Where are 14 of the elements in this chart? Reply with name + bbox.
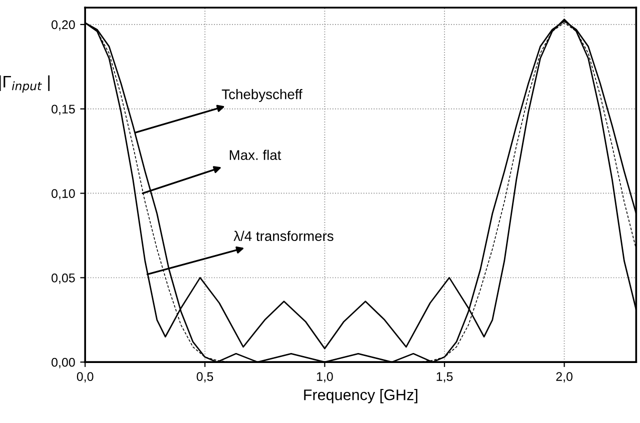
y-tick-label: 0,00 [52, 358, 75, 368]
x-tick-label: 2,0 [556, 372, 572, 382]
x-tick-label: 0,5 [196, 372, 214, 382]
y-tick-label: 0,05 [52, 273, 75, 284]
x-axis-title: Frequency [GHz] [304, 389, 418, 404]
annotation: λ/4 transformers [234, 230, 334, 242]
y-tick-label: 0,20 [52, 20, 75, 31]
annotation: Tchebyscheff [222, 89, 302, 102]
annotation: Max. flat [230, 150, 282, 160]
y-tick-label: 0,15 [52, 104, 75, 116]
x-tick-label: 0,0 [76, 372, 94, 382]
x-tick-label: 1,5 [436, 372, 453, 382]
x-tick-label: 1,0 [316, 372, 333, 382]
y-tick-label: 0,10 [52, 189, 75, 200]
